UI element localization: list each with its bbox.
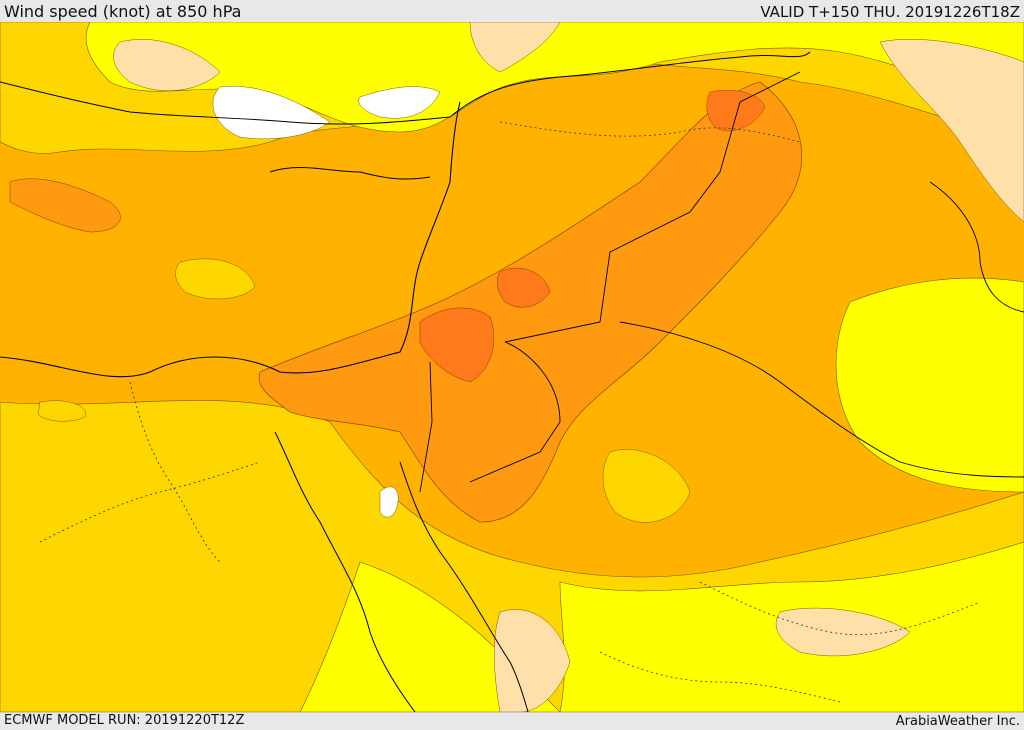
coastline-med-south <box>0 101 461 378</box>
contour-tan-1 <box>113 39 221 91</box>
contour-darkorange-3 <box>706 89 766 132</box>
contour-tan-ne <box>879 39 1024 223</box>
contour-yellow-east <box>835 277 1024 493</box>
credit-label: ArabiaWeather Inc. <box>895 714 1020 729</box>
dotted-boundary-2 <box>129 381 221 563</box>
coastline-red-sea-east <box>399 461 529 712</box>
coastline-gulf <box>929 181 1024 313</box>
border-jordan-saudi <box>469 341 561 483</box>
dotted-boundary-4 <box>499 121 801 143</box>
border-syria-iraq <box>504 71 801 343</box>
footer-bar: ECMWF MODEL RUN: 20191220T12Z ArabiaWeat… <box>0 712 1024 730</box>
coastline-red-sea-west <box>274 431 416 712</box>
border-israel-jordan <box>419 361 433 493</box>
contour-tan-s <box>494 609 571 712</box>
map-canvas <box>0 22 1024 712</box>
contour-orange-west <box>9 178 121 233</box>
contour-darkorange-1 <box>419 307 495 383</box>
wind-speed-map <box>0 22 1024 712</box>
contour-tan-se <box>775 607 911 657</box>
contour-tan-2 <box>469 22 561 73</box>
dotted-boundary-1 <box>39 461 261 543</box>
contour-white-2 <box>358 86 441 119</box>
contour-white-3 <box>379 486 399 518</box>
map-title: Wind speed (knot) at 850 hPa <box>4 2 242 21</box>
contour-gold-patch-2 <box>175 258 256 300</box>
model-run-label: ECMWF MODEL RUN: 20191220T12Z <box>4 713 245 728</box>
coastline-cyprus <box>269 167 431 180</box>
contour-gold-patch-3 <box>37 400 86 422</box>
border-iraq-saudi <box>619 321 1024 478</box>
contour-darkorange-2 <box>497 267 551 308</box>
valid-time: VALID T+150 THU. 20191226T18Z <box>760 3 1020 21</box>
coastline-anatolia <box>0 51 811 125</box>
header-bar: Wind speed (knot) at 850 hPa VALID T+150… <box>0 0 1024 23</box>
contour-gold-patch-1 <box>602 449 691 523</box>
